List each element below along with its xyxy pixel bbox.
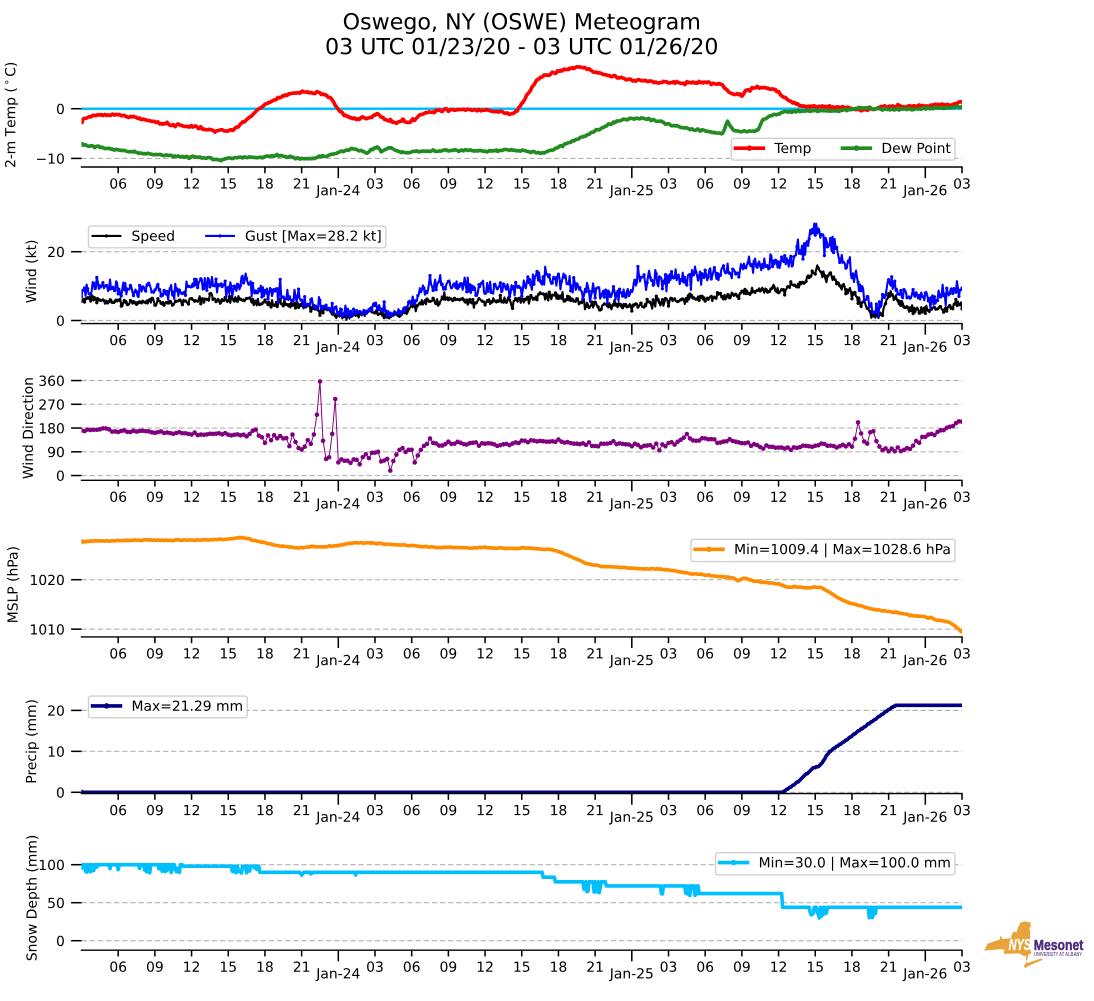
svg-text:NYS: NYS [1009,937,1032,954]
svg-text:Mesonet: Mesonet [1034,937,1084,954]
svg-text:UNIVERSITY AT ALBANY: UNIVERSITY AT ALBANY [1034,952,1082,958]
